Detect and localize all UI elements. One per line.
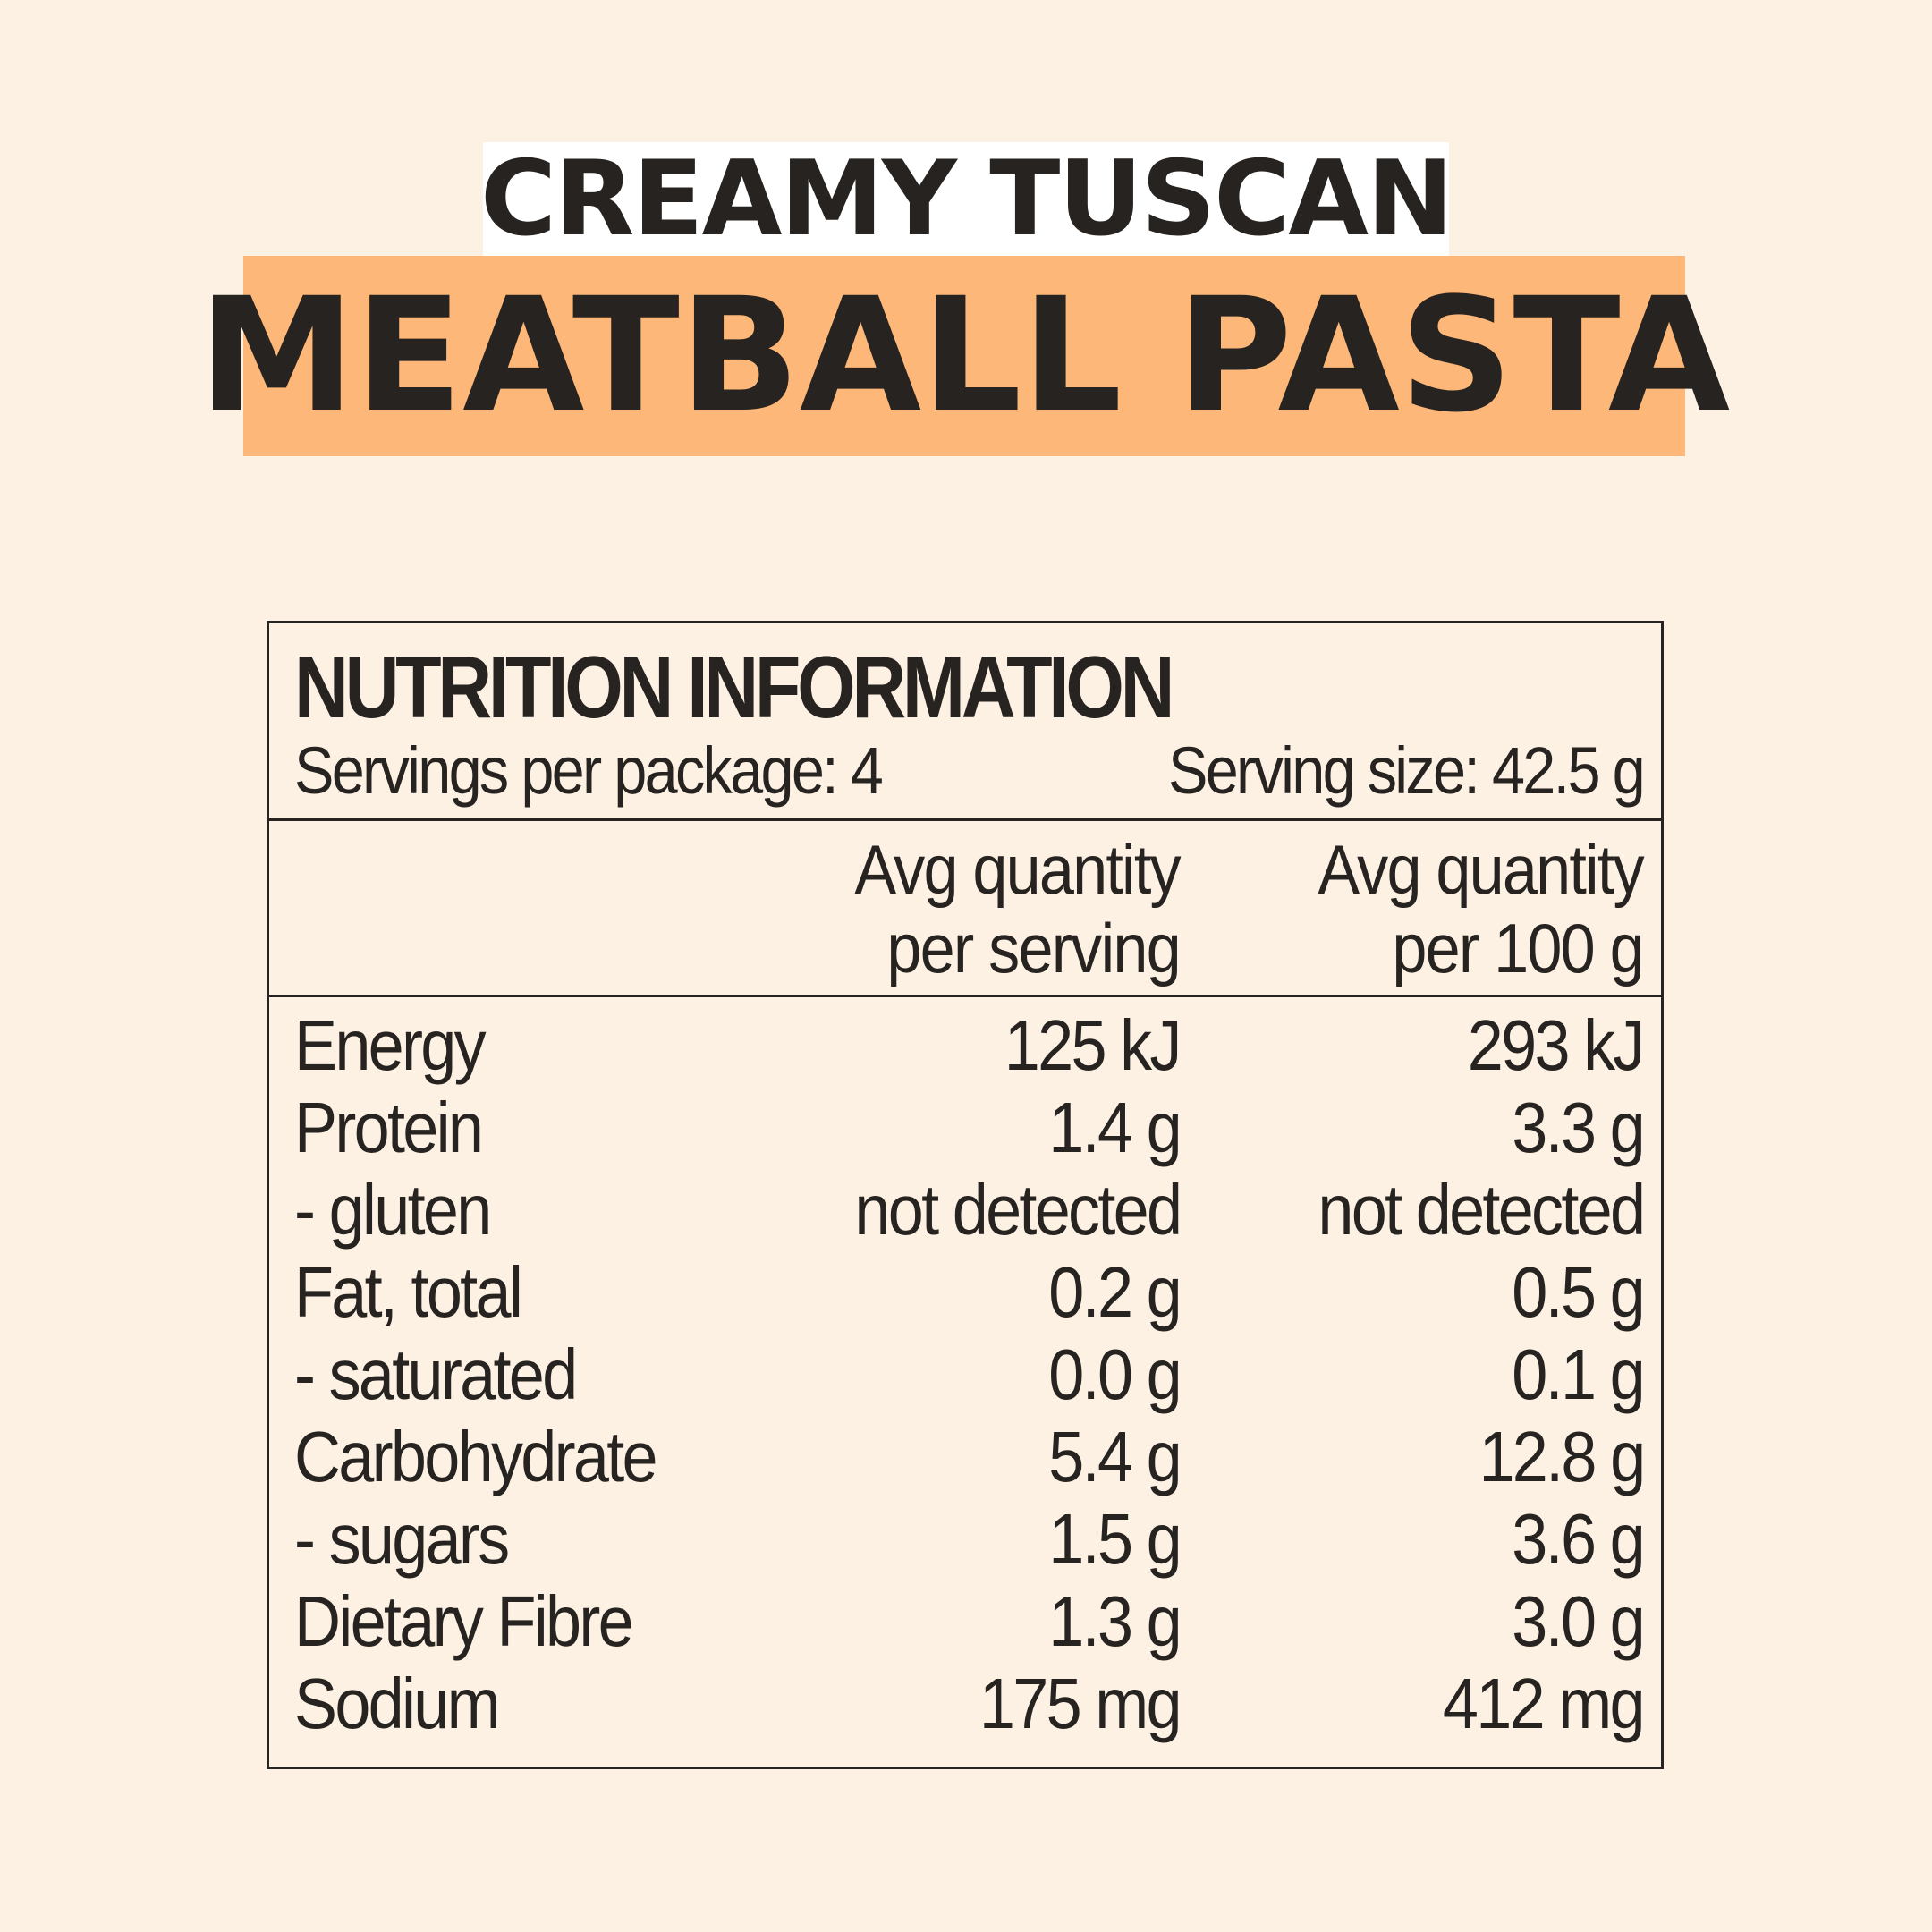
per-serving-value: 1.4 g: [1048, 1088, 1182, 1167]
column-header-per-100g: Avg quantity per 100 g: [1318, 830, 1645, 987]
per-100g-value: 0.1 g: [1512, 1335, 1645, 1414]
per-serving-value: 175 mg: [979, 1664, 1182, 1743]
nutrient-name: Sodium: [294, 1664, 501, 1743]
table-row: Dietary Fibre 1.3 g 3.0 g: [269, 1580, 1661, 1663]
title-line-1: CREAMY TUSCAN: [479, 139, 1453, 259]
nutrient-name: Energy: [294, 1005, 487, 1085]
per-100g-value: 3.6 g: [1512, 1499, 1645, 1579]
column-header-line: per serving: [886, 909, 1182, 987]
nutrition-rows: Energy 125 kJ 293 kJ Protein 1.4 g 3.3 g…: [269, 997, 1661, 1745]
column-header-line: Avg quantity: [1318, 830, 1645, 909]
nutrient-name: - saturated: [294, 1335, 578, 1414]
nutrition-panel: NUTRITION INFORMATION Servings per packa…: [267, 621, 1664, 1769]
column-header-line: Avg quantity: [854, 830, 1182, 909]
per-serving-value: 0.2 g: [1048, 1252, 1182, 1332]
servings-per-package: Servings per package: 4: [294, 733, 884, 808]
per-100g-value: 293 kJ: [1468, 1005, 1646, 1085]
per-serving-value: 0.0 g: [1048, 1335, 1182, 1414]
table-row: Fat, total 0.2 g 0.5 g: [269, 1251, 1661, 1334]
nutrition-header: NUTRITION INFORMATION Servings per packa…: [269, 623, 1661, 821]
nutrient-name: - sugars: [294, 1499, 510, 1579]
nutrient-name: - gluten: [294, 1170, 492, 1250]
per-100g-value: 0.5 g: [1512, 1252, 1645, 1332]
per-serving-value: 125 kJ: [1004, 1005, 1182, 1085]
column-header-line: per 100 g: [1392, 909, 1645, 987]
per-serving-value: not detected: [854, 1170, 1182, 1250]
nutrient-name: Protein: [294, 1088, 484, 1167]
per-serving-value: 5.4 g: [1048, 1417, 1182, 1496]
per-100g-value: 3.3 g: [1512, 1088, 1645, 1167]
column-header-per-serving: Avg quantity per serving: [854, 830, 1182, 987]
table-row: Energy 125 kJ 293 kJ: [269, 1004, 1661, 1087]
table-row: Sodium 175 mg 412 mg: [269, 1663, 1661, 1745]
per-serving-value: 1.5 g: [1048, 1499, 1182, 1579]
per-100g-value: not detected: [1318, 1170, 1646, 1250]
per-100g-value: 412 mg: [1443, 1664, 1646, 1743]
nutrient-name: Fat, total: [294, 1252, 523, 1332]
per-serving-value: 1.3 g: [1048, 1581, 1182, 1661]
column-headers: Avg quantity per serving Avg quantity pe…: [269, 821, 1661, 997]
table-row: Protein 1.4 g 3.3 g: [269, 1087, 1661, 1169]
table-row: Carbohydrate 5.4 g 12.8 g: [269, 1416, 1661, 1498]
nutrient-name: Dietary Fibre: [294, 1581, 634, 1661]
serving-size: Serving size: 42.5 g: [1168, 733, 1646, 808]
nutrition-heading: NUTRITION INFORMATION: [294, 638, 1175, 736]
per-100g-value: 12.8 g: [1479, 1417, 1646, 1496]
table-row: - sugars 1.5 g 3.6 g: [269, 1498, 1661, 1580]
title-line-2: MEATBALL PASTA: [199, 256, 1730, 456]
table-row: - saturated 0.0 g 0.1 g: [269, 1334, 1661, 1416]
per-100g-value: 3.0 g: [1512, 1581, 1645, 1661]
table-row: - gluten not detected not detected: [269, 1169, 1661, 1251]
nutrient-name: Carbohydrate: [294, 1417, 658, 1496]
